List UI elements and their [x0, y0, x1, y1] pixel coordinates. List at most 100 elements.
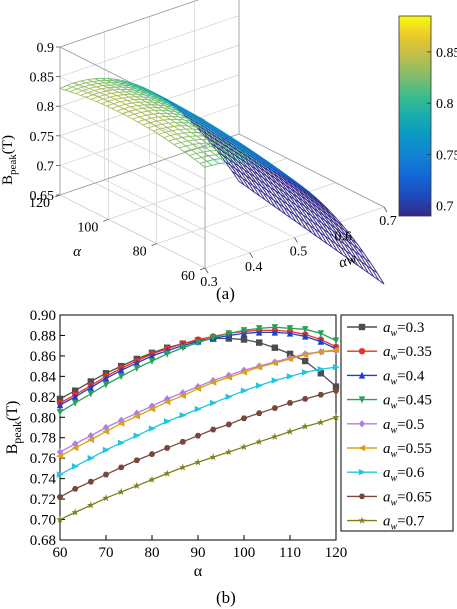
surface-mesh-line: [130, 93, 137, 98]
surface-mesh-line: [190, 120, 197, 125]
surface-mesh-line: [233, 162, 242, 173]
surface-mesh-line: [151, 117, 157, 122]
surface-mesh-line: [126, 82, 133, 86]
surface-mesh-line: [70, 88, 78, 93]
data-point: [194, 339, 202, 347]
surface-mesh-line: [283, 174, 290, 179]
aw-tick: [338, 222, 343, 228]
surface-mesh-line: [281, 186, 290, 196]
surface-mesh-line: [196, 153, 202, 158]
x-tick-label: 70: [99, 545, 114, 561]
surface-mesh-line: [77, 86, 85, 90]
surface-mesh-line: [238, 142, 245, 147]
surface-mesh-line: [163, 98, 169, 102]
surface-mesh-line: [127, 100, 133, 104]
legend-entry: aw=0.4: [383, 368, 425, 387]
surface-mesh-line: [116, 108, 124, 112]
surface-mesh-line: [271, 169, 278, 175]
surface-mesh-line: [256, 159, 262, 164]
surface-mesh-line: [220, 143, 226, 148]
surface-mesh-line: [263, 166, 269, 171]
surface-mesh-line: [250, 178, 257, 184]
surface-mesh-line: [292, 193, 300, 203]
surface-mesh-line: [350, 254, 357, 259]
alpha-axis-title: α: [73, 244, 82, 260]
surface-mesh-line: [66, 85, 73, 88]
surface-mesh-line: [231, 170, 238, 176]
surface-mesh-line: [261, 185, 267, 191]
surface-mesh-line: [295, 204, 302, 209]
surface-mesh-line: [302, 200, 309, 205]
surface-mesh-line: [306, 211, 314, 223]
x-tick-label: 60: [53, 545, 68, 561]
data-point: [209, 379, 217, 386]
surface-mesh-line: [113, 89, 119, 93]
surface-mesh-line: [204, 126, 211, 131]
surface-mesh-line: [288, 195, 295, 200]
surface-mesh-line: [102, 98, 109, 102]
surface-mesh-line: [179, 128, 186, 131]
surface-mesh-line: [285, 197, 292, 202]
surface-mesh-line: [82, 90, 88, 94]
y-tick-label: 0.74: [30, 472, 57, 488]
z-tick-label: 0.75: [30, 130, 55, 145]
surface-mesh-line: [321, 222, 330, 234]
surface-mesh-line: [316, 199, 323, 204]
surface-mesh-line: [228, 135, 235, 140]
surface-mesh-line: [264, 183, 271, 188]
surface-mesh-line: [184, 149, 192, 153]
surface-mesh-line: [321, 210, 328, 215]
surface-mesh-line: [146, 114, 152, 119]
surface-mesh-line: [132, 91, 138, 95]
box-edge: [238, 133, 385, 208]
surface-mesh-line: [337, 250, 343, 256]
surface-mesh-line: [245, 152, 252, 157]
surface-mesh-line: [87, 79, 93, 82]
surface-mesh-line: [302, 214, 309, 219]
surface-mesh-line: [254, 164, 261, 169]
surface-mesh-line: [118, 105, 125, 110]
data-point: [255, 437, 263, 446]
data-point: [286, 373, 294, 380]
surface-mesh-line: [87, 92, 93, 96]
surface-mesh-line: [304, 189, 311, 194]
surface-mesh-line: [65, 89, 71, 93]
surface-mesh-line: [242, 178, 250, 189]
surface-mesh-line: [354, 251, 362, 263]
surface-mesh-line: [313, 221, 319, 227]
surface-mesh-line: [147, 127, 154, 132]
surface-mesh-line: [290, 201, 297, 206]
colorbar-tick-label: 0.75: [436, 148, 457, 163]
surface-mesh-line: [228, 142, 235, 147]
surface-mesh-line: [145, 93, 152, 97]
surface-mesh-line: [133, 99, 140, 103]
data-point: [102, 428, 110, 435]
surface-mesh-line: [306, 228, 312, 234]
surface-mesh-line: [250, 165, 257, 170]
surface-mesh-line: [269, 202, 276, 208]
surface-mesh-line: [269, 186, 276, 192]
surface-mesh-line: [287, 175, 293, 181]
surface-mesh-line: [92, 80, 100, 82]
surface-mesh-line: [149, 97, 156, 101]
x-tick-label: 100: [233, 545, 256, 561]
surface-mesh-line: [294, 187, 300, 193]
colorbar-gradient: [398, 15, 432, 217]
data-point: [102, 423, 110, 432]
surface-mesh-line: [185, 144, 193, 147]
surface-mesh-line: [164, 105, 171, 110]
surface-mesh-line: [128, 109, 137, 112]
surface-mesh-line: [215, 154, 221, 160]
surface-mesh-line: [203, 150, 211, 153]
surface-mesh-line: [140, 86, 147, 90]
surface-mesh-line: [182, 137, 188, 142]
surface-mesh-line: [108, 100, 114, 105]
surface-mesh-line: [313, 207, 319, 213]
surface-mesh-line: [219, 131, 226, 136]
surface-mesh-line: [238, 166, 247, 176]
aw-axis-title: αw: [337, 251, 359, 272]
data-point: [271, 377, 279, 384]
surface-mesh-line: [280, 193, 286, 199]
legend-marker: [358, 396, 366, 404]
x-axis-title: α: [194, 563, 203, 580]
